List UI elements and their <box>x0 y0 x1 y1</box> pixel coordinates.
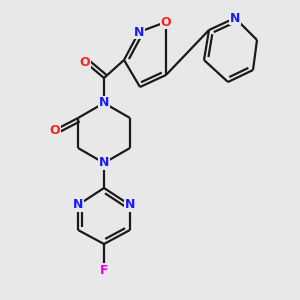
Text: N: N <box>125 199 135 212</box>
Text: N: N <box>230 11 240 25</box>
Text: O: O <box>50 124 60 136</box>
Text: N: N <box>99 97 109 110</box>
Text: N: N <box>134 26 144 38</box>
Text: O: O <box>161 16 171 28</box>
Text: N: N <box>99 157 109 169</box>
Text: N: N <box>73 199 83 212</box>
Text: F: F <box>100 263 108 277</box>
Text: O: O <box>80 56 90 68</box>
